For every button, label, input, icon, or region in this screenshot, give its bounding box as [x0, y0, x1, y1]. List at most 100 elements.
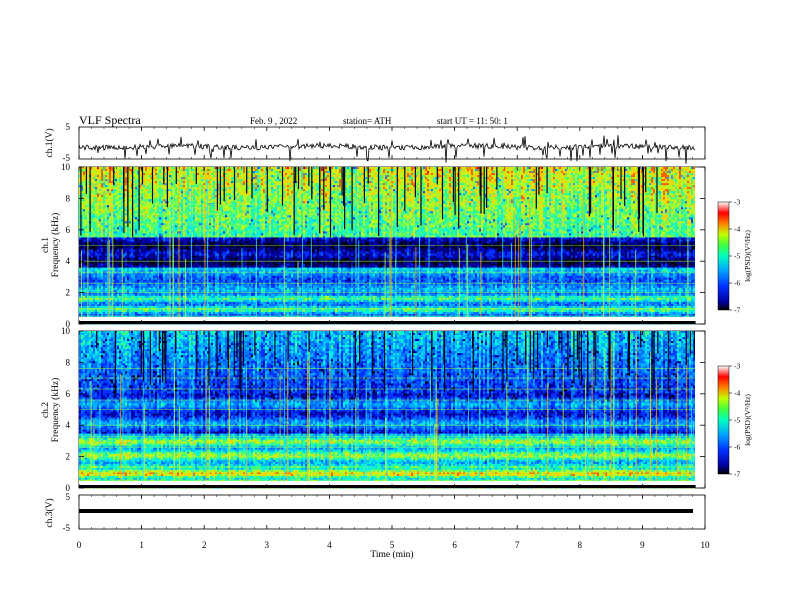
- spectrogram-cell: [669, 195, 671, 198]
- spectrogram-cell: [255, 187, 257, 190]
- spectrogram-cell: [617, 191, 619, 194]
- spectrogram-cell: [651, 175, 653, 178]
- spectrogram-cell: [115, 189, 117, 192]
- spectrogram-cell: [225, 187, 227, 190]
- spectrogram-cell: [305, 209, 309, 212]
- spectrogram-cell: [265, 167, 267, 170]
- spectrogram-cell: [333, 171, 335, 174]
- spectrogram-cell: [81, 179, 85, 182]
- spectrogram-cell: [655, 181, 657, 184]
- spectrogram-cell: [277, 207, 279, 210]
- spectrogram-cell: [381, 189, 385, 192]
- spectrogram-cell: [165, 173, 167, 176]
- spectrogram-cell: [599, 209, 601, 212]
- spectrogram-cell: [167, 171, 171, 174]
- spectrogram-cell: [313, 181, 317, 184]
- spectrogram-cell: [81, 205, 83, 208]
- spectrogram-cell: [215, 195, 217, 198]
- spectrogram-cell: [519, 197, 521, 200]
- spectrogram-cell: [545, 207, 547, 210]
- spectrogram-cell: [489, 195, 491, 198]
- spectrogram-cell: [665, 209, 667, 212]
- spectrogram-cell: [513, 185, 517, 188]
- spectrogram-cell: [405, 199, 413, 202]
- spectrogram-cell: [545, 199, 547, 202]
- spectrogram-cell: [575, 195, 577, 198]
- spectrogram-cell: [573, 191, 579, 194]
- spectrogram-cell: [367, 201, 369, 204]
- spectrogram-cell: [417, 167, 419, 170]
- spectrogram-cell: [459, 209, 461, 212]
- spectrogram-cell: [391, 179, 395, 182]
- spectrogram-cell: [457, 173, 459, 176]
- spectrogram-cell: [265, 189, 267, 192]
- spectrogram-cell: [513, 179, 515, 182]
- spectrogram-cell: [655, 187, 657, 190]
- spectrogram-cell: [503, 181, 507, 184]
- spectrogram-cell: [227, 179, 231, 182]
- spectrogram-cell: [555, 189, 557, 192]
- spectrogram-cell: [289, 195, 291, 198]
- spectrogram-cell: [109, 179, 111, 182]
- spectrogram-cell: [393, 197, 395, 200]
- spectrogram-cell: [273, 167, 275, 170]
- spectrogram-cell: [373, 167, 375, 170]
- spectrogram-cell: [229, 197, 231, 200]
- spectrogram-cell: [121, 193, 123, 196]
- spectrogram-cell: [183, 187, 187, 190]
- spectrogram-cell: [555, 167, 557, 170]
- spectrogram-cell: [291, 197, 293, 200]
- spectrogram-cell: [521, 181, 523, 184]
- spectrogram-cell: [543, 207, 545, 210]
- spectrogram-cell: [479, 203, 481, 206]
- spectrogram-cell: [173, 183, 175, 186]
- spectrogram-cell: [677, 197, 685, 200]
- spectrogram-cell: [431, 183, 433, 186]
- spectrogram-cell: [97, 185, 99, 188]
- spectrogram-cell: [445, 191, 447, 194]
- spectrogram-cell: [539, 209, 543, 212]
- spectrogram-cell: [309, 173, 311, 176]
- spectrogram-cell: [489, 205, 495, 208]
- spectrogram-cell: [635, 167, 637, 170]
- spectrogram-cell: [691, 185, 693, 188]
- spectrogram-cell: [79, 191, 81, 194]
- spectrogram-cell: [207, 207, 209, 210]
- spectrogram-cell: [453, 203, 455, 206]
- spectrogram-cell: [449, 169, 451, 172]
- spectrogram-cell: [253, 173, 255, 176]
- spectrogram-cell: [605, 195, 611, 198]
- spectrogram-cell: [147, 195, 151, 198]
- spectrogram-cell: [299, 179, 301, 182]
- spectrogram-cell: [357, 205, 361, 208]
- spectrogram-cell: [123, 187, 127, 190]
- spectrogram-cell: [469, 189, 471, 192]
- spectrogram-cell: [267, 203, 269, 206]
- spectrogram-cell: [165, 201, 167, 204]
- spectrogram-cell: [481, 189, 483, 192]
- spectrogram-cell: [657, 203, 659, 206]
- spectrogram-cell: [425, 187, 429, 190]
- spectrogram-cell: [473, 193, 477, 196]
- spectrogram-cell: [107, 173, 109, 176]
- spectrogram-cell: [373, 179, 375, 182]
- spectrogram-cell: [379, 167, 381, 170]
- spectrogram-cell: [593, 177, 595, 180]
- spectrogram-cell: [619, 175, 621, 178]
- spectrogram-cell: [155, 209, 157, 212]
- spectrogram-cell: [267, 187, 269, 190]
- spectrogram-cell: [225, 209, 229, 212]
- spectrogram-cell: [489, 203, 491, 206]
- spectrogram-cell: [539, 207, 541, 210]
- spectrogram-cell: [167, 167, 169, 170]
- spectrogram-cell: [265, 193, 267, 196]
- spectrogram-cell: [635, 197, 637, 200]
- spectrogram-cell: [337, 205, 339, 208]
- spectrogram-cell: [457, 191, 459, 194]
- spectrogram-cell: [389, 203, 391, 206]
- spectrogram-cell: [331, 203, 333, 206]
- spectrogram-cell: [557, 191, 559, 194]
- spectrogram-cell: [657, 199, 661, 202]
- spectrogram-cell: [453, 201, 463, 204]
- spectrogram-cell: [411, 209, 415, 212]
